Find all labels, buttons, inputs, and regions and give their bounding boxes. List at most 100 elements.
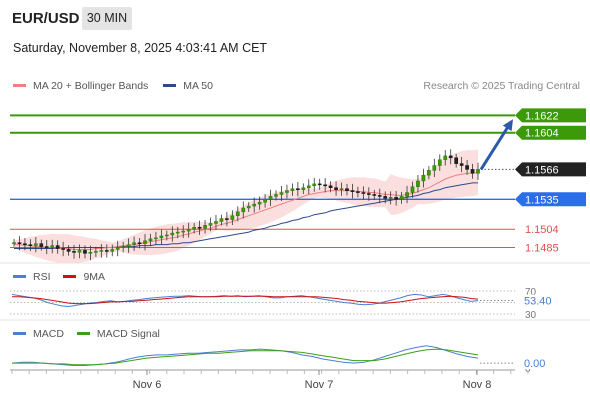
candle-body: [470, 169, 475, 174]
legend-ma50: MA 50: [163, 80, 213, 92]
candle-body: [263, 199, 267, 203]
legend-macd-label: MACD: [33, 328, 64, 340]
candle-body: [159, 235, 164, 239]
candle-body: [377, 195, 382, 197]
x-axis-tick-label: Nov 8: [463, 379, 492, 391]
candle-body: [148, 238, 153, 242]
macd-value-label: 0.00: [524, 358, 545, 370]
price-level-label: 1.1504: [525, 224, 559, 236]
candle-body: [268, 196, 273, 200]
price-level-label: 1.1622: [525, 110, 559, 122]
legend-rsi-label: RSI: [33, 271, 51, 283]
candle-body: [121, 246, 126, 248]
candle-body: [405, 192, 409, 197]
candle-body: [33, 243, 38, 246]
legend-ma50-label: MA 50: [183, 80, 213, 92]
candle-body: [61, 248, 65, 250]
candle-body: [416, 180, 420, 188]
macd-value-bg: [522, 357, 552, 370]
legend-rsi-swatch: [13, 274, 26, 278]
last-price-label: 1.1566: [525, 164, 559, 176]
macd-signal-line: [12, 348, 479, 366]
price-level-label: 1.1604: [525, 128, 559, 140]
candle-body: [427, 170, 431, 176]
candle-body: [88, 252, 93, 254]
candle-body: [345, 188, 349, 191]
price-level-tag: [515, 125, 586, 140]
candle-body: [301, 187, 306, 190]
candle-body: [72, 251, 76, 253]
candle-body: [186, 228, 191, 232]
candle-body: [334, 187, 338, 190]
candle-body: [115, 247, 120, 250]
legend-macd-signal: MACD Signal: [76, 328, 160, 340]
price-level-tag: [515, 192, 586, 207]
candle-body: [39, 243, 44, 247]
candle-body: [208, 223, 213, 226]
macd-line: [11, 345, 479, 366]
candle-body: [110, 249, 115, 252]
candle-body: [443, 155, 448, 160]
candle-body: [55, 245, 60, 249]
candle-body: [399, 196, 404, 200]
candle-body: [306, 185, 311, 188]
macd-zero-label: 0: [525, 364, 531, 375]
candle-body: [197, 227, 202, 229]
candle-body: [356, 191, 360, 193]
candle-body: [77, 250, 82, 253]
candle-body: [225, 218, 229, 220]
candle-body: [99, 250, 104, 252]
candle-body: [219, 218, 224, 222]
candle-body: [192, 227, 196, 230]
macd-legend: MACD MACD Signal: [13, 328, 160, 340]
rsi-level-label: 30: [525, 310, 537, 321]
candle-body: [350, 190, 355, 192]
candle-body: [143, 240, 147, 244]
legend-rsi-ma-label: 9MA: [83, 271, 106, 283]
candle-body: [230, 215, 235, 220]
candle-body: [317, 183, 322, 186]
candle-body: [246, 205, 251, 209]
candle-body: [94, 251, 98, 253]
candle-body: [290, 188, 295, 191]
candle-body: [421, 174, 426, 182]
candle-body: [66, 249, 71, 252]
legend-rsi-ma-swatch: [63, 274, 77, 278]
candle-body: [12, 242, 16, 244]
candle-body: [410, 186, 415, 193]
timeframe-badge[interactable]: 30 MIN: [82, 7, 132, 30]
legend-macd-signal-swatch: [76, 331, 90, 335]
legend-macd: MACD: [13, 328, 64, 340]
candle-body: [285, 190, 289, 193]
candle-body: [23, 243, 27, 245]
chart-header: EUR/USD 30 MIN: [0, 0, 590, 40]
legend-ma20-swatch: [13, 83, 26, 87]
candle-body: [175, 231, 180, 234]
legend-ma20-label: MA 20 + Bollinger Bands: [33, 80, 149, 92]
legend-macd-swatch: [13, 331, 26, 335]
ma20-line: [14, 171, 479, 250]
candle-body: [296, 188, 300, 190]
rsi-ma-line: [12, 295, 479, 305]
candle-body: [432, 165, 437, 171]
candle-body: [132, 242, 136, 245]
rsi-value-bg: [522, 294, 556, 307]
candle-body: [459, 163, 464, 166]
candle-body: [366, 193, 371, 195]
candle-body: [437, 159, 442, 166]
candle-body: [312, 183, 317, 187]
candle-body: [339, 188, 344, 190]
x-axis-tick-label: Nov 7: [305, 379, 334, 391]
candle-body: [328, 185, 333, 188]
legend-macd-signal-label: MACD Signal: [96, 328, 160, 340]
legend-ma20: MA 20 + Bollinger Bands: [13, 80, 148, 92]
candle-body: [454, 157, 459, 164]
candle-body: [235, 211, 240, 216]
candle-body: [241, 207, 246, 213]
candle-body: [126, 244, 131, 247]
candle-body: [394, 197, 398, 200]
price-level-label: 1.1485: [525, 243, 559, 255]
candle-body: [44, 246, 49, 248]
legend-rsi: RSI: [13, 271, 51, 283]
